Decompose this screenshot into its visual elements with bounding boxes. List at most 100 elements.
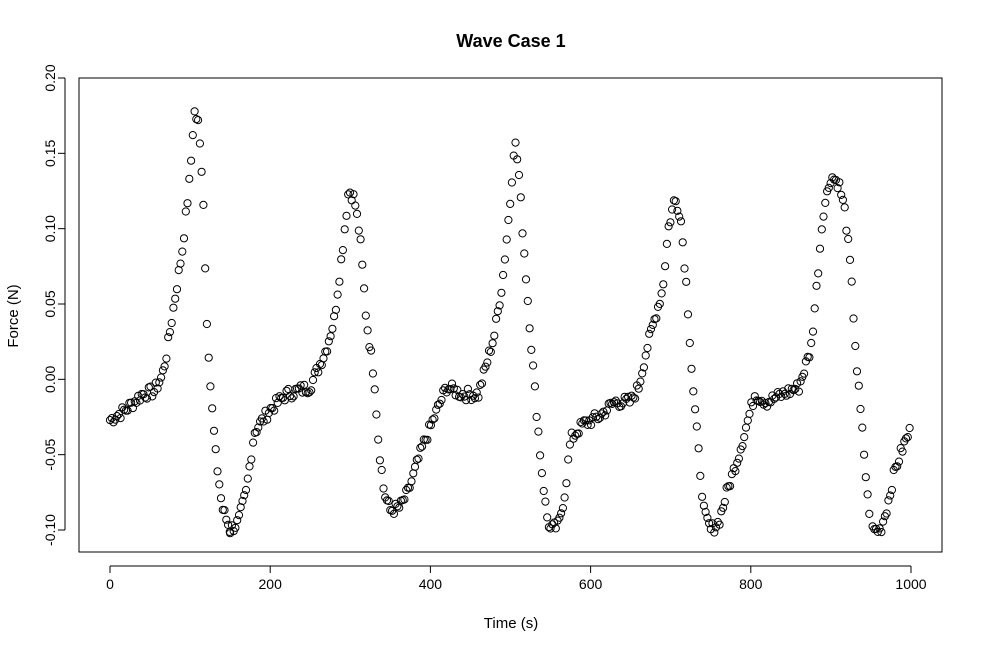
data-point [368, 369, 377, 378]
data-point [462, 396, 471, 405]
data-point [326, 332, 335, 341]
data-point [886, 491, 895, 500]
data-point [435, 399, 444, 408]
data-point [720, 497, 729, 507]
data-point [247, 455, 256, 464]
data-point [905, 423, 914, 433]
data-point [370, 385, 379, 394]
data-point [560, 493, 569, 502]
data-point [558, 504, 568, 513]
data-point [305, 388, 314, 397]
data-point [282, 386, 291, 395]
data-point [423, 435, 432, 444]
data-point [289, 392, 298, 401]
data-point [903, 433, 912, 442]
data-point [463, 384, 472, 393]
data-point [220, 506, 229, 515]
data-point [192, 115, 201, 124]
data-point [410, 462, 420, 471]
data-point [179, 234, 189, 243]
data-point [178, 247, 187, 256]
data-point [500, 255, 509, 264]
data-point [854, 381, 863, 390]
data-point [181, 207, 190, 216]
data-point [414, 454, 423, 463]
data-point [523, 296, 532, 306]
data-point [525, 324, 534, 333]
data-point [211, 445, 220, 454]
y-tick-label: 0.20 [42, 64, 58, 91]
data-point [562, 479, 571, 488]
data-point [734, 454, 744, 463]
data-point [594, 415, 603, 424]
data-point [416, 443, 425, 452]
data-point [666, 218, 675, 227]
data-point [116, 414, 125, 423]
data-point [837, 190, 846, 199]
data-point [796, 377, 805, 386]
y-axis-label: Force (N) [5, 284, 22, 347]
data-point [418, 442, 427, 451]
data-point [875, 524, 884, 533]
data-point [609, 398, 619, 407]
data-point [331, 305, 340, 314]
data-point [643, 343, 652, 353]
x-axis-label: Time (s) [484, 615, 538, 632]
data-point [379, 484, 388, 493]
data-point [215, 480, 224, 489]
data-point [689, 387, 698, 396]
data-point [206, 382, 215, 391]
data-point [842, 226, 851, 235]
data-point [213, 467, 222, 476]
data-point [713, 517, 722, 527]
data-point [537, 469, 547, 478]
y-tick-label: -0.10 [42, 514, 58, 546]
data-point [851, 341, 860, 351]
data-point [555, 513, 564, 522]
data-point [114, 410, 123, 419]
data-point [662, 239, 672, 248]
x-tick-label: 800 [739, 576, 763, 592]
data-point [601, 411, 610, 420]
x-tick-label: 600 [579, 576, 603, 592]
data-point [551, 524, 560, 533]
data-point [794, 387, 804, 396]
data-point [358, 260, 367, 269]
data-point [661, 262, 670, 271]
data-point [536, 451, 545, 460]
data-point [652, 314, 661, 323]
data-point [534, 427, 543, 436]
data-point [361, 311, 370, 320]
data-point [685, 338, 694, 348]
data-point [840, 203, 849, 212]
data-point [164, 333, 173, 342]
data-point [245, 462, 254, 471]
data-point [518, 229, 527, 238]
data-point [599, 407, 608, 416]
data-point [824, 183, 833, 192]
data-point [703, 513, 712, 523]
data-point [741, 423, 751, 432]
y-tick-label: 0.00 [42, 365, 58, 392]
data-point [882, 509, 891, 518]
data-point [201, 264, 210, 273]
x-tick-label: 0 [106, 576, 114, 592]
data-point [492, 314, 501, 323]
data-point [901, 434, 911, 443]
data-point [722, 483, 731, 492]
data-point [564, 455, 573, 464]
data-point [240, 491, 249, 500]
data-point [514, 170, 524, 180]
data-point [472, 388, 481, 397]
data-point [646, 325, 656, 334]
data-point [495, 301, 504, 310]
data-point [574, 429, 583, 438]
data-point [581, 416, 590, 425]
data-point [477, 379, 487, 388]
data-point [171, 294, 180, 303]
data-point [236, 503, 245, 512]
data-point [199, 200, 208, 209]
data-point [833, 184, 842, 193]
data-point [351, 201, 360, 210]
data-point [426, 421, 435, 430]
